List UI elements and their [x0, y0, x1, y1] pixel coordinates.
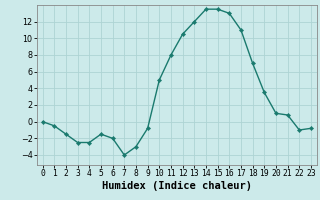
X-axis label: Humidex (Indice chaleur): Humidex (Indice chaleur) [102, 181, 252, 191]
